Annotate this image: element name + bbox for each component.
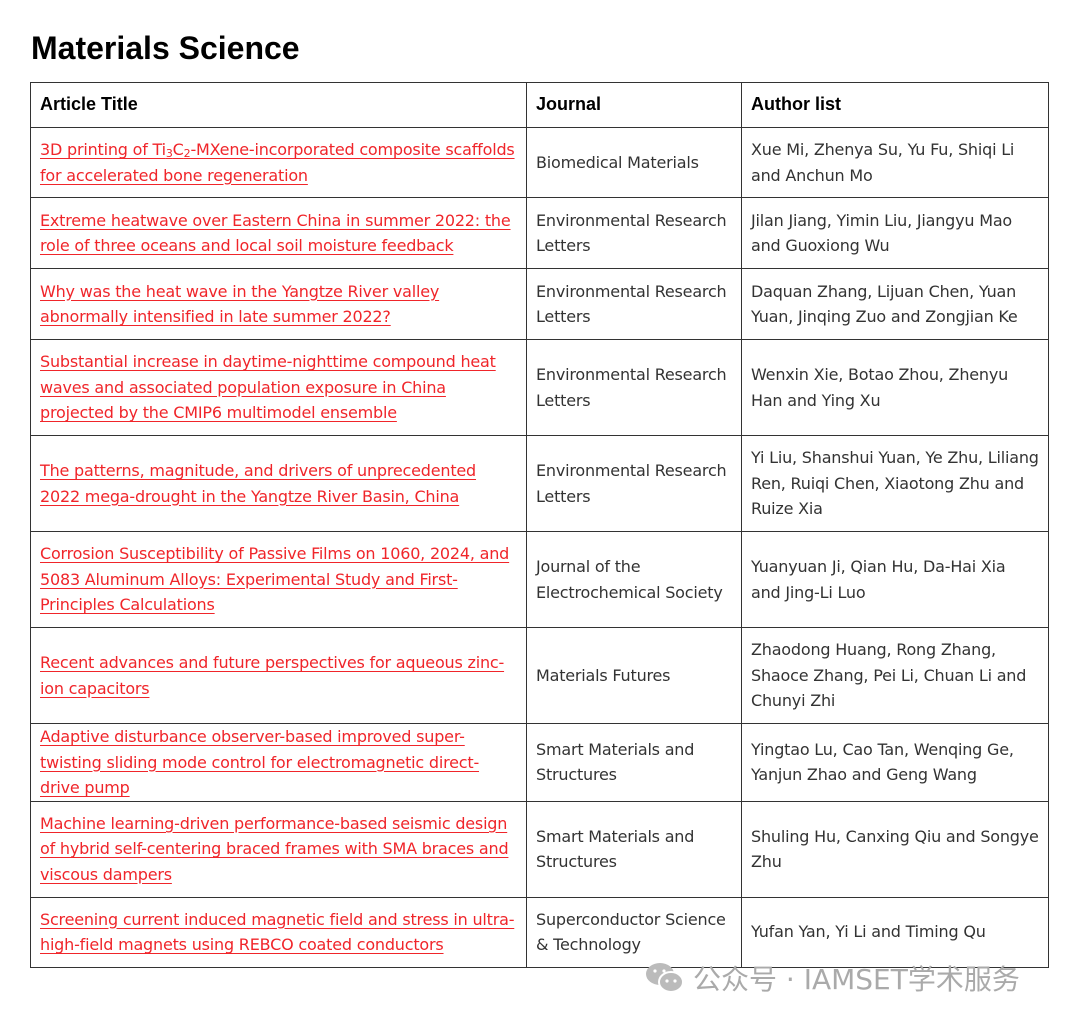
column-header-journal: Journal bbox=[526, 82, 742, 128]
journal-cell: Environmental Research Letters bbox=[526, 339, 742, 436]
article-title-cell: Recent advances and future perspectives … bbox=[30, 627, 527, 724]
authors-cell: Daquan Zhang, Lijuan Chen, Yuan Yuan, Ji… bbox=[741, 268, 1049, 340]
article-title-link[interactable]: 3D printing of Ti3C2-MXene-incorporated … bbox=[40, 140, 515, 185]
article-title-link[interactable]: Screening current induced magnetic field… bbox=[40, 909, 515, 955]
wechat-icon bbox=[646, 963, 684, 993]
article-title-cell: Extreme heatwave over Eastern China in s… bbox=[30, 197, 527, 269]
table-row: Extreme heatwave over Eastern China in s… bbox=[30, 197, 1049, 269]
table-row: Why was the heat wave in the Yangtze Riv… bbox=[30, 268, 1049, 340]
article-title-cell: Adaptive disturbance observer-based impr… bbox=[30, 723, 527, 802]
journal-cell: Journal of the Electrochemical Society bbox=[526, 531, 742, 628]
table-row: Recent advances and future perspectives … bbox=[30, 627, 1049, 724]
authors-cell: Yufan Yan, Yi Li and Timing Qu bbox=[741, 896, 1049, 968]
article-title-cell: 3D printing of Ti3C2-MXene-incorporated … bbox=[30, 127, 527, 198]
table-row: Substantial increase in daytime-nighttim… bbox=[30, 339, 1049, 436]
article-title-link[interactable]: Extreme heatwave over Eastern China in s… bbox=[40, 210, 511, 256]
journal-cell: Superconductor Science & Technology bbox=[526, 896, 742, 968]
journal-cell: Smart Materials and Structures bbox=[526, 723, 742, 802]
authors-cell: Wenxin Xie, Botao Zhou, Zhenyu Han and Y… bbox=[741, 339, 1049, 436]
article-title-link[interactable]: Corrosion Susceptibility of Passive Film… bbox=[40, 544, 510, 615]
authors-cell: Zhaodong Huang, Rong Zhang, Shaoce Zhang… bbox=[741, 627, 1049, 724]
column-header-title: Article Title bbox=[30, 82, 527, 128]
article-title-link[interactable]: Adaptive disturbance observer-based impr… bbox=[40, 727, 480, 797]
article-title-link[interactable]: The patterns, magnitude, and drivers of … bbox=[40, 461, 477, 506]
journal-cell: Environmental Research Letters bbox=[526, 435, 742, 532]
article-title-cell: Corrosion Susceptibility of Passive Film… bbox=[30, 531, 527, 628]
table-row: The patterns, magnitude, and drivers of … bbox=[30, 435, 1049, 532]
watermark-text: 公众号 · IAMSET学术服务 bbox=[693, 963, 1020, 996]
journal-cell: Environmental Research Letters bbox=[526, 268, 742, 340]
table-row: Corrosion Susceptibility of Passive Film… bbox=[30, 531, 1049, 628]
article-title-cell: Screening current induced magnetic field… bbox=[30, 896, 527, 968]
journal-cell: Biomedical Materials bbox=[526, 127, 742, 198]
table-header-row: Article Title Journal Author list bbox=[30, 82, 1049, 128]
authors-cell: Xue Mi, Zhenya Su, Yu Fu, Shiqi Li and A… bbox=[741, 127, 1049, 198]
authors-cell: Yi Liu, Shanshui Yuan, Ye Zhu, Liliang R… bbox=[741, 435, 1049, 532]
watermark: 公众号 · IAMSET学术服务 bbox=[645, 958, 1020, 998]
journal-cell: Environmental Research Letters bbox=[526, 197, 742, 269]
table-row: Screening current induced magnetic field… bbox=[30, 896, 1049, 968]
authors-cell: Yingtao Lu, Cao Tan, Wenqing Ge, Yanjun … bbox=[741, 723, 1049, 802]
authors-cell: Yuanyuan Ji, Qian Hu, Da-Hai Xia and Jin… bbox=[741, 531, 1049, 628]
table-row: Adaptive disturbance observer-based impr… bbox=[30, 723, 1049, 802]
journal-cell: Smart Materials and Structures bbox=[526, 800, 742, 898]
authors-cell: Jilan Jiang, Yimin Liu, Jiangyu Mao and … bbox=[741, 197, 1049, 269]
article-title-link[interactable]: Why was the heat wave in the Yangtze Riv… bbox=[40, 281, 440, 327]
articles-table: Article Title Journal Author list 3D pri… bbox=[30, 82, 1049, 968]
article-title-cell: Machine learning-driven performance-base… bbox=[30, 800, 527, 898]
article-title-link[interactable]: Substantial increase in daytime-nighttim… bbox=[40, 352, 496, 423]
authors-cell: Shuling Hu, Canxing Qiu and Songye Zhu bbox=[741, 800, 1049, 898]
article-title-cell: The patterns, magnitude, and drivers of … bbox=[30, 435, 527, 532]
article-title-link[interactable]: Machine learning-driven performance-base… bbox=[40, 813, 509, 884]
article-title-cell: Why was the heat wave in the Yangtze Riv… bbox=[30, 268, 527, 340]
table-row: Machine learning-driven performance-base… bbox=[30, 800, 1049, 898]
journal-cell: Materials Futures bbox=[526, 627, 742, 724]
article-title-cell: Substantial increase in daytime-nighttim… bbox=[30, 339, 527, 436]
table-row: 3D printing of Ti3C2-MXene-incorporated … bbox=[30, 127, 1049, 198]
article-title-link[interactable]: Recent advances and future perspectives … bbox=[40, 653, 505, 698]
column-header-authors: Author list bbox=[741, 82, 1049, 128]
page-title: Materials Science bbox=[31, 30, 300, 66]
